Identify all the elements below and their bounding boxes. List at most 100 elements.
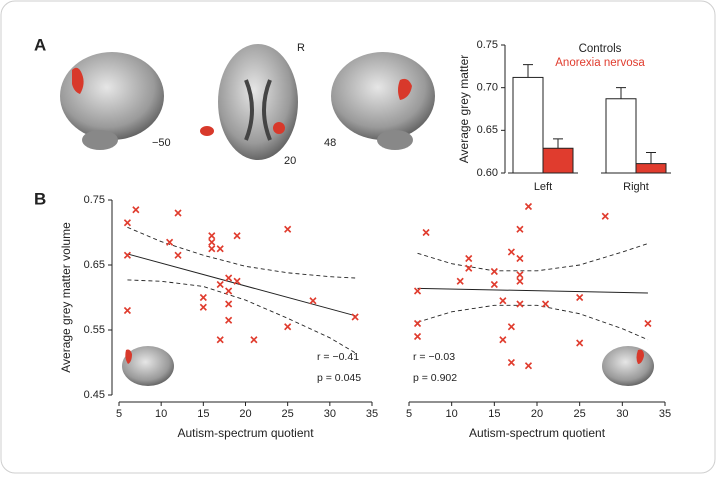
point (644, 319, 652, 328)
brain-right (331, 52, 435, 150)
legend-label: Controls (579, 43, 622, 55)
point (541, 300, 550, 308)
point (516, 225, 524, 233)
x-tick-label: 10 (155, 408, 167, 420)
point (166, 238, 174, 246)
point (576, 293, 584, 302)
point (199, 293, 207, 302)
point (208, 245, 216, 253)
x-tick-label: 35 (366, 408, 378, 420)
point (123, 306, 131, 315)
bar (512, 76, 544, 174)
point (199, 303, 207, 311)
point (422, 228, 430, 237)
y-tick-label: 0.45 (84, 389, 105, 401)
legend-label: Anorexia nervosa (555, 57, 645, 69)
point (123, 251, 131, 259)
annotation: p = 0.045 (317, 372, 361, 384)
regression-line (127, 253, 356, 317)
point (225, 316, 233, 324)
brain-axial (200, 44, 298, 160)
point (413, 319, 422, 328)
y-tick-label: 0.65 (477, 124, 498, 136)
point (309, 297, 317, 305)
point (123, 219, 131, 227)
point (413, 287, 422, 295)
point (465, 254, 473, 263)
point (174, 209, 182, 217)
point (490, 280, 498, 289)
point (516, 300, 524, 308)
bar (635, 163, 667, 174)
point (516, 277, 524, 285)
point (507, 358, 515, 367)
point (250, 336, 258, 344)
point (524, 202, 533, 211)
error-bar (523, 64, 533, 78)
point (174, 251, 182, 259)
x-tick-label: 25 (574, 408, 586, 420)
point (465, 264, 473, 272)
confidence-band (127, 279, 356, 354)
annotation: r = −0.41 (317, 351, 359, 363)
x-tick-label: 10 (446, 408, 458, 420)
point (507, 323, 515, 331)
confidence-band (417, 304, 649, 341)
y-tick-label: 0.70 (477, 82, 498, 94)
x-tick-label: 5 (406, 408, 412, 420)
brain-small (122, 346, 654, 386)
x-tick-label: 20 (531, 408, 543, 420)
brain-left (60, 52, 164, 150)
x-tick-label: Left (534, 181, 552, 193)
error-bar (616, 87, 626, 99)
error-bar (553, 138, 563, 149)
point (208, 238, 216, 246)
point (524, 362, 533, 370)
point (225, 274, 233, 282)
point (233, 277, 241, 285)
y-tick-label: 0.55 (84, 324, 105, 336)
point (499, 297, 507, 305)
point (413, 332, 422, 341)
x-tick-label: 5 (116, 408, 122, 420)
point (456, 277, 464, 285)
x-tick-label: 20 (239, 408, 251, 420)
point (208, 232, 216, 240)
point (132, 206, 140, 214)
error-bar (646, 152, 656, 164)
panel-label: B (34, 189, 46, 208)
y-axis-label: Average grey matter volume (59, 222, 73, 373)
point (225, 287, 233, 295)
y-axis-label: Average grey matter (457, 55, 471, 164)
annotation: r = −0.03 (413, 351, 455, 363)
point (216, 336, 224, 344)
y-tick-label: 0.65 (84, 259, 105, 271)
point (507, 248, 515, 256)
y-tick-label: 0.75 (84, 194, 105, 206)
point (216, 245, 224, 253)
bar (542, 147, 574, 174)
regression-line (417, 287, 648, 294)
confidence-band (127, 226, 356, 279)
x-axis-label: Autism-spectrum quotient (177, 426, 314, 440)
x-tick-label: 30 (324, 408, 336, 420)
point (516, 271, 524, 279)
y-tick-label: 0.60 (477, 167, 498, 179)
slice-label: −50 (152, 137, 171, 149)
orientation-label: R (297, 42, 305, 54)
x-tick-label: 30 (616, 408, 628, 420)
x-axis-label: Autism-spectrum quotient (469, 426, 606, 440)
y-tick-label: 0.75 (477, 39, 498, 51)
confidence-band (417, 243, 649, 272)
x-tick-label: Right (623, 181, 649, 193)
point (351, 313, 359, 321)
annotation: p = 0.902 (413, 372, 457, 384)
panel-label: A (34, 35, 46, 54)
point (225, 300, 233, 308)
x-tick-label: 35 (659, 408, 671, 420)
x-tick-label: 15 (197, 408, 209, 420)
point (499, 336, 507, 344)
point (601, 212, 609, 220)
point (216, 280, 224, 289)
point (576, 339, 584, 347)
